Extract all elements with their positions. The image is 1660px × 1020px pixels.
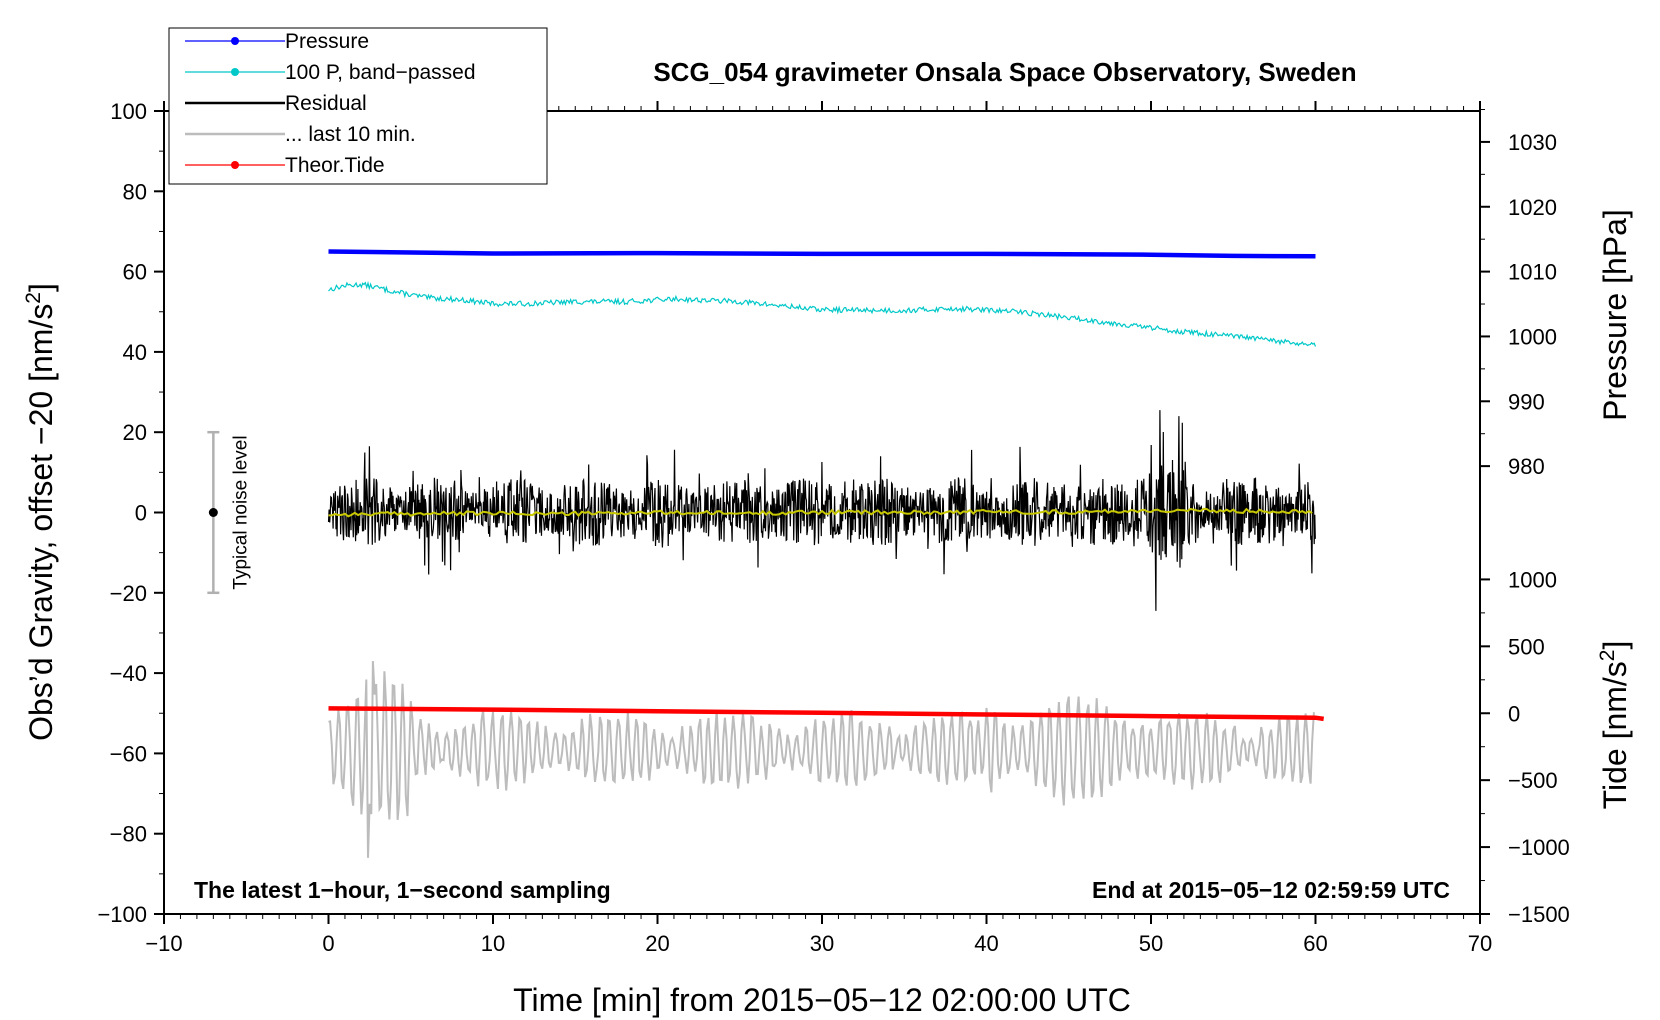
- x-tick-label: 70: [1468, 931, 1492, 956]
- y-axis-title-close: ]: [23, 283, 59, 292]
- legend-label: ... last 10 min.: [285, 123, 416, 146]
- x-axis-title: Time [min] from 2015−05−12 02:00:00 UTC: [513, 982, 1131, 1018]
- y-tick-label: 60: [123, 260, 147, 285]
- series-band-passed: [328, 280, 1317, 347]
- y-tick-label: −40: [110, 661, 147, 686]
- chart-title: SCG_054 gravimeter Onsala Space Observat…: [653, 57, 1356, 87]
- series-residual-smoothed: [328, 507, 1313, 518]
- tide-axis-title: Tide [nm/s2]: [1596, 641, 1633, 810]
- tide-axis-title-sup: 2: [1596, 650, 1619, 662]
- y-tick-label: 0: [135, 501, 147, 526]
- y-tick-label: 80: [123, 179, 147, 204]
- tide-tick-label: −1000: [1508, 835, 1570, 860]
- x-tick-label: 0: [322, 931, 334, 956]
- pressure-axis-title: Pressure [hPa]: [1597, 209, 1633, 421]
- noise-bar-label: Typical noise level: [230, 435, 251, 589]
- tide-tick-label: 0: [1508, 701, 1520, 726]
- y-tick-label: 20: [123, 420, 147, 445]
- legend-label: 100 P, band−passed: [285, 61, 476, 84]
- legend-label: Residual: [285, 92, 367, 115]
- legend-label: Theor.Tide: [285, 154, 385, 177]
- x-tick-label: 40: [974, 931, 998, 956]
- y-axis-title-main: Obs’d Gravity, offset −20 [nm/s: [23, 304, 59, 741]
- series-pressure: [328, 249, 1316, 259]
- y-tick-label: 100: [110, 99, 147, 124]
- tide-tick-label: 500: [1508, 634, 1545, 659]
- x-axis-ticks: −10 0 10 20 30 40 50 60 70: [145, 101, 1492, 956]
- x-tick-label: 60: [1303, 931, 1327, 956]
- x-tick-label: 20: [645, 931, 669, 956]
- legend: Pressure 100 P, band−passed Residual ... la…: [168, 27, 548, 185]
- pressure-tick-label: 1020: [1508, 195, 1557, 220]
- tide-axis-title-main: Tide [nm/s: [1597, 661, 1633, 809]
- legend-label: Pressure: [285, 30, 369, 53]
- series-theor-tide: [328, 706, 1325, 722]
- y-tick-label: −20: [110, 581, 147, 606]
- pressure-tick-label: 1000: [1508, 324, 1557, 349]
- annotation-end-time: End at 2015−05−12 02:59:59 UTC: [1092, 877, 1450, 903]
- y-tick-label: 40: [123, 340, 147, 365]
- tide-tick-label: −500: [1508, 768, 1558, 793]
- y-axis-title-sup: 2: [22, 292, 45, 304]
- series-last-10-min: [328, 661, 1315, 858]
- pressure-axis-ticks: 1030 1020 1010 1000 990 980: [1480, 108, 1557, 479]
- legend-marker: [231, 161, 239, 169]
- legend-marker: [231, 37, 239, 45]
- pressure-tick-label: 1010: [1508, 260, 1557, 285]
- legend-marker: [231, 68, 239, 76]
- tide-tick-label: 1000: [1508, 567, 1557, 592]
- series-residual: [327, 410, 1316, 611]
- series-layer: [327, 249, 1325, 858]
- noise-bar: Typical noise level: [207, 430, 251, 595]
- pressure-tick-label: 980: [1508, 454, 1545, 479]
- y-tick-label: −100: [97, 902, 147, 927]
- x-tick-label: 50: [1139, 931, 1163, 956]
- annotation-sampling: The latest 1−hour, 1−second sampling: [194, 877, 611, 903]
- x-tick-label: 10: [481, 931, 505, 956]
- y-axis-title: Obs’d Gravity, offset −20 [nm/s2]: [22, 283, 59, 741]
- y-tick-label: −60: [110, 741, 147, 766]
- tide-axis-title-close: ]: [1597, 641, 1633, 650]
- tide-tick-label: −1500: [1508, 902, 1570, 927]
- tide-axis-ticks: 1000 500 0 −500 −1000 −1500: [1480, 567, 1570, 927]
- y-axis-ticks: 100 80 60 40 20 0 −20 −40 −60 −80 −100: [97, 99, 164, 927]
- y-tick-label: −80: [110, 822, 147, 847]
- x-tick-label: 30: [810, 931, 834, 956]
- x-tick-label: −10: [145, 931, 182, 956]
- pressure-tick-label: 990: [1508, 389, 1545, 414]
- legend-box: [168, 27, 548, 185]
- noise-bar-dot: [208, 508, 218, 517]
- pressure-tick-label: 1030: [1508, 130, 1557, 155]
